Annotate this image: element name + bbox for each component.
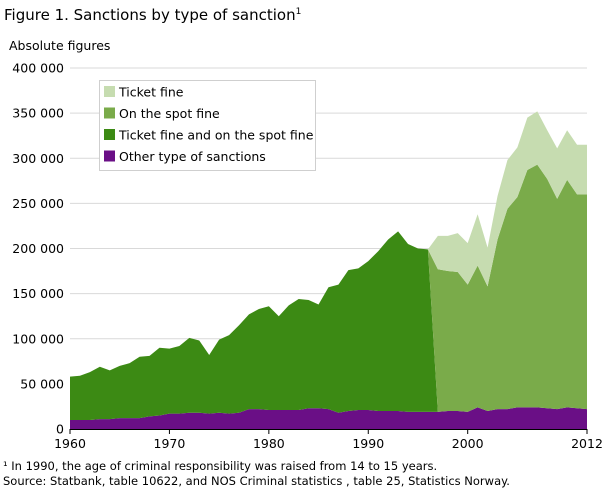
y-tick-label: 0	[56, 422, 64, 437]
x-tick-label: 1960	[54, 436, 86, 451]
x-tick-label: 1990	[352, 436, 384, 451]
legend-swatch	[104, 86, 115, 97]
legend-label: Ticket fine and on the spot fine	[118, 128, 314, 143]
legend-label: On the spot fine	[119, 106, 220, 121]
area-series	[70, 111, 587, 429]
legend-box	[99, 80, 316, 171]
title-footnote-mark: 1	[295, 7, 302, 17]
footnote: ¹ In 1990, the age of criminal responsib…	[3, 459, 438, 473]
legend-label: Ticket fine	[118, 85, 184, 100]
x-tick-label: 1970	[154, 436, 186, 451]
area-other-type-of-sanctions	[70, 407, 587, 429]
legend-swatch	[104, 150, 115, 162]
y-tick-label: 400 000	[12, 61, 64, 76]
x-tick-label: 1980	[253, 436, 285, 451]
legend-swatch	[104, 129, 115, 140]
y-tick-label: 150 000	[12, 286, 64, 301]
x-tick-label: 2012	[571, 436, 603, 451]
y-tick-label: 200 000	[12, 241, 64, 256]
legend-label: Other type of sanctions	[119, 149, 266, 164]
legend-swatch	[104, 107, 115, 119]
y-tick-label: 100 000	[12, 331, 64, 346]
y-tick-label: 350 000	[12, 106, 64, 121]
area-on-the-spot-fine	[70, 164, 587, 412]
y-tick-label: 50 000	[20, 376, 64, 391]
x-tick-label: 2000	[452, 436, 484, 451]
source-note: Source: Statbank, table 10622, and NOS C…	[3, 474, 510, 488]
area-ticket-fine	[70, 111, 587, 377]
chart-title: Figure 1. Sanctions by type of sanction1	[4, 6, 302, 24]
y-tick-label: 250 000	[12, 196, 64, 211]
legend: Ticket fine On the spot fine Ticket fine a…	[99, 80, 316, 171]
axes: 0 50 000 100 000 150 000 200 000 250 000 300 0…	[12, 61, 603, 452]
area-ticket-fine-and-on-the-spot-fine	[70, 231, 587, 420]
y-axis-unit-label: Absolute figures	[9, 38, 111, 53]
y-tick-label: 300 000	[12, 151, 64, 166]
